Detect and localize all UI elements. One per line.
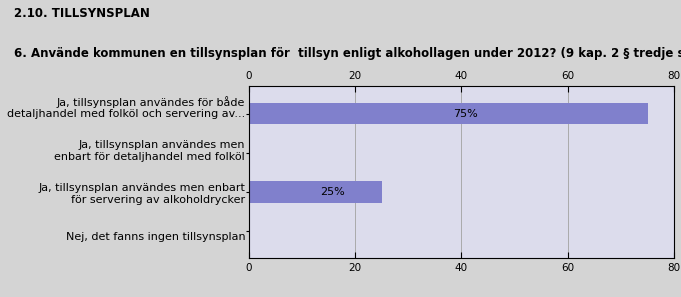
Text: Nej, det fanns ingen tillsynsplan: Nej, det fanns ingen tillsynsplan xyxy=(65,232,245,242)
Text: Ja, tillsynsplan användes men enbart
för servering av alkoholdrycker: Ja, tillsynsplan användes men enbart för… xyxy=(38,183,245,205)
Bar xyxy=(249,172,674,211)
Bar xyxy=(249,133,674,172)
Text: 6. Använde kommunen en tillsynsplan för  tillsyn enligt alkohollagen under 2012?: 6. Använde kommunen en tillsynsplan för … xyxy=(14,47,681,60)
Text: 2.10. TILLSYNSPLAN: 2.10. TILLSYNSPLAN xyxy=(14,7,149,20)
Bar xyxy=(249,94,674,133)
Text: Ja, tillsynsplan användes men
enbart för detaljhandel med folköl: Ja, tillsynsplan användes men enbart för… xyxy=(54,140,245,162)
Text: 25%: 25% xyxy=(320,187,345,197)
Bar xyxy=(249,103,648,124)
Bar xyxy=(249,211,674,251)
Text: Ja, tillsynsplan användes för både
detaljhandel med folköl och servering av...: Ja, tillsynsplan användes för både detal… xyxy=(7,96,245,119)
Text: 75%: 75% xyxy=(454,108,478,119)
Bar xyxy=(249,181,381,203)
